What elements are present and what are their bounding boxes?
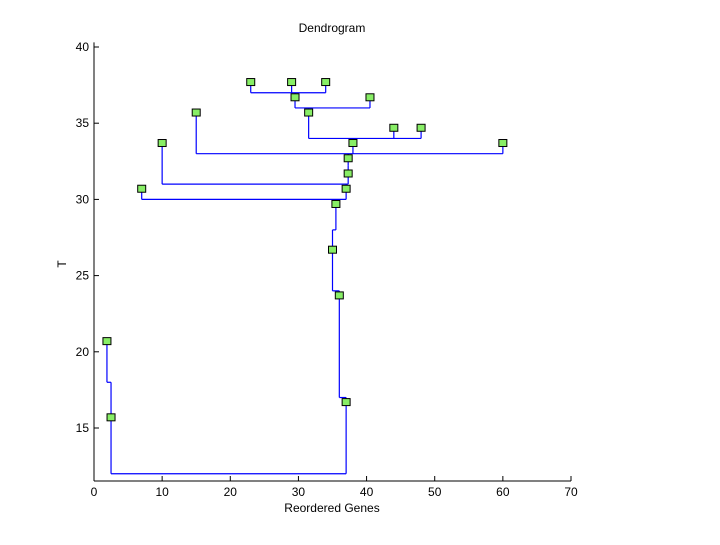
node-marker [328,245,337,254]
node-marker [365,93,375,102]
x-tick-label: 50 [428,485,442,499]
node-marker [331,199,341,208]
x-tick-label: 10 [155,485,169,499]
x-tick-label: 30 [292,485,306,499]
node-marker [137,184,147,193]
node-marker [341,184,351,193]
y-tick-label: 40 [76,40,90,54]
y-tick-label: 35 [76,116,90,130]
node-marker [102,337,112,346]
node-marker [343,169,353,178]
node-marker [416,123,426,132]
x-tick-label: 70 [564,485,578,499]
node-marker [290,93,300,102]
x-axis-label: Reordered Genes [284,501,379,515]
node-marker [343,154,353,163]
node-marker [157,139,167,148]
node-marker [498,139,508,148]
node-marker [246,78,256,87]
y-tick-label: 20 [76,345,90,359]
x-tick-label: 60 [496,485,510,499]
axes: 0 10 20 30 40 50 60 70 15 20 25 30 35 40 [76,40,578,499]
node-marker [348,139,358,148]
node-marker [389,123,399,132]
node-marker [334,291,344,300]
node-marker [304,108,314,117]
y-tick-label: 25 [76,269,90,283]
node-marker [106,413,116,422]
node-marker [321,78,331,87]
y-tick-label: 15 [76,421,90,435]
node-marker [191,108,201,117]
node-marker [287,78,297,87]
x-tick-label: 20 [224,485,238,499]
dendrogram-links [106,82,504,475]
x-tick-label: 40 [360,485,374,499]
chart-title: Dendrogram [299,21,366,35]
x-tick-label: 0 [91,485,98,499]
y-tick-label: 30 [76,192,90,206]
dendrogram-nodes [102,78,508,422]
y-axis-label: T [55,260,69,268]
node-marker [341,398,351,407]
